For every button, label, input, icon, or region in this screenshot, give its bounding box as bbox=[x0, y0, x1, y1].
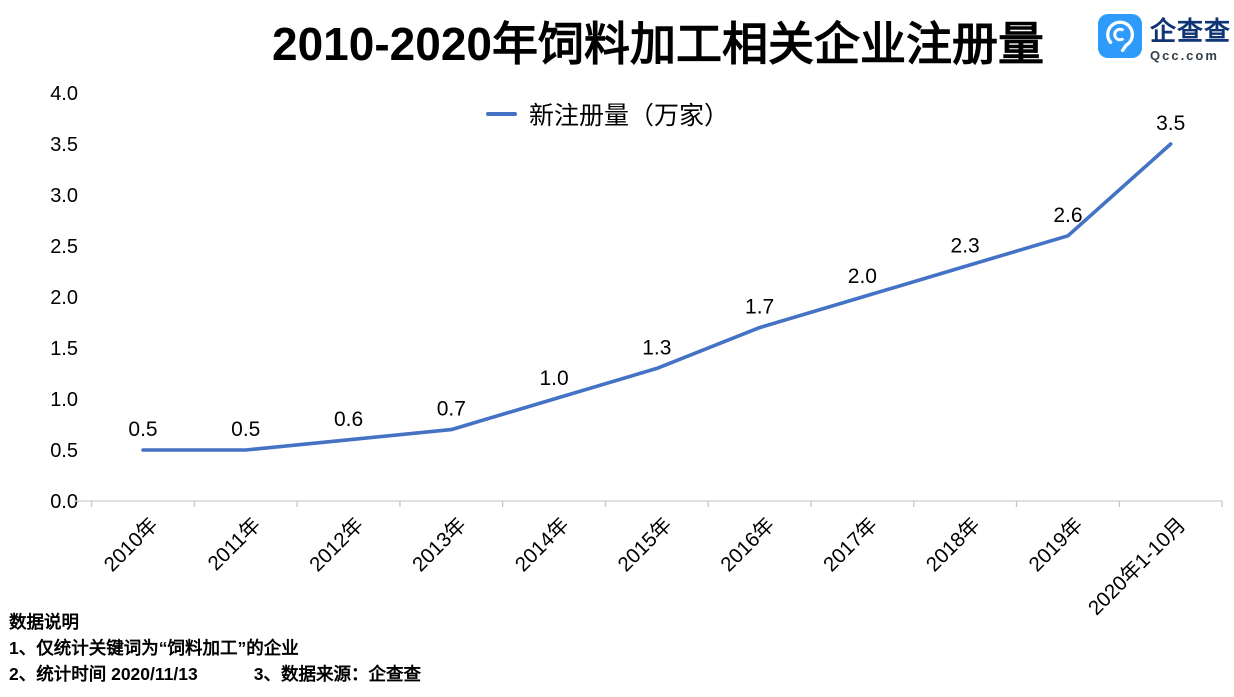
y-tick-label: 0.0 bbox=[50, 491, 78, 513]
data-label: 2.0 bbox=[848, 265, 877, 288]
series-line bbox=[141, 142, 1173, 452]
y-tick-label: 4.0 bbox=[50, 83, 78, 105]
data-label: 2.3 bbox=[951, 234, 980, 257]
legend-line-swatch bbox=[486, 112, 517, 116]
footnote-time: 2、统计时间 2020/11/13 bbox=[9, 664, 198, 684]
footnote-line-2: 2、统计时间 2020/11/13 3、数据来源：企查查 bbox=[9, 661, 421, 687]
x-tick-label: 2014年 bbox=[511, 513, 574, 576]
x-tick-label: 2015年 bbox=[613, 513, 676, 576]
y-tick-label: 3.5 bbox=[50, 134, 78, 156]
brand-name: 企查查 bbox=[1150, 16, 1232, 46]
x-tick-label: 2012年 bbox=[305, 513, 368, 576]
x-tick-label: 2016年 bbox=[716, 513, 779, 576]
y-tick-label: 0.5 bbox=[50, 440, 78, 462]
footnote-source: 3、数据来源：企查查 bbox=[253, 664, 421, 684]
legend: 新注册量（万家） bbox=[486, 96, 729, 132]
data-label: 0.5 bbox=[231, 418, 260, 441]
y-tick-label: 2.5 bbox=[50, 236, 78, 258]
data-label: 1.7 bbox=[745, 296, 774, 319]
y-tick-label: 2.0 bbox=[50, 287, 78, 309]
data-label: 2.6 bbox=[1053, 204, 1082, 227]
data-label: 0.7 bbox=[437, 398, 466, 421]
qcc-logo-icon bbox=[1098, 14, 1142, 58]
x-tick-label: 2019年 bbox=[1024, 513, 1087, 576]
x-tick-label: 2020年1-10月 bbox=[1084, 513, 1191, 620]
y-tick-label: 1.0 bbox=[50, 389, 78, 411]
page-title: 2010-2020年饲料加工相关企业注册量 bbox=[272, 18, 1044, 70]
footnote-line-1: 1、仅统计关键词为“饲料加工”的企业 bbox=[9, 638, 299, 658]
footnote-heading: 数据说明 bbox=[9, 612, 79, 632]
x-tick-label: 2011年 bbox=[203, 513, 265, 575]
data-label: 3.5 bbox=[1156, 112, 1185, 135]
data-label: 1.0 bbox=[539, 367, 568, 390]
y-tick-label: 3.0 bbox=[50, 185, 78, 207]
data-label: 0.5 bbox=[128, 418, 157, 441]
footnotes: 数据说明 1、仅统计关键词为“饲料加工”的企业 2、统计时间 2020/11/1… bbox=[9, 609, 421, 687]
x-tick-label: 2018年 bbox=[922, 513, 985, 576]
data-label: 0.6 bbox=[334, 408, 363, 431]
x-tick-label: 2013年 bbox=[408, 513, 471, 576]
y-tick-label: 1.5 bbox=[50, 338, 78, 360]
brand-domain: Qcc.com bbox=[1150, 48, 1219, 63]
x-tick-label: 2017年 bbox=[819, 513, 882, 576]
brand-logo: 企查查 Qcc.com bbox=[1098, 14, 1234, 62]
data-label: 1.3 bbox=[642, 336, 671, 359]
legend-label: 新注册量（万家） bbox=[529, 102, 730, 130]
x-tick-label: 2010年 bbox=[100, 513, 163, 576]
